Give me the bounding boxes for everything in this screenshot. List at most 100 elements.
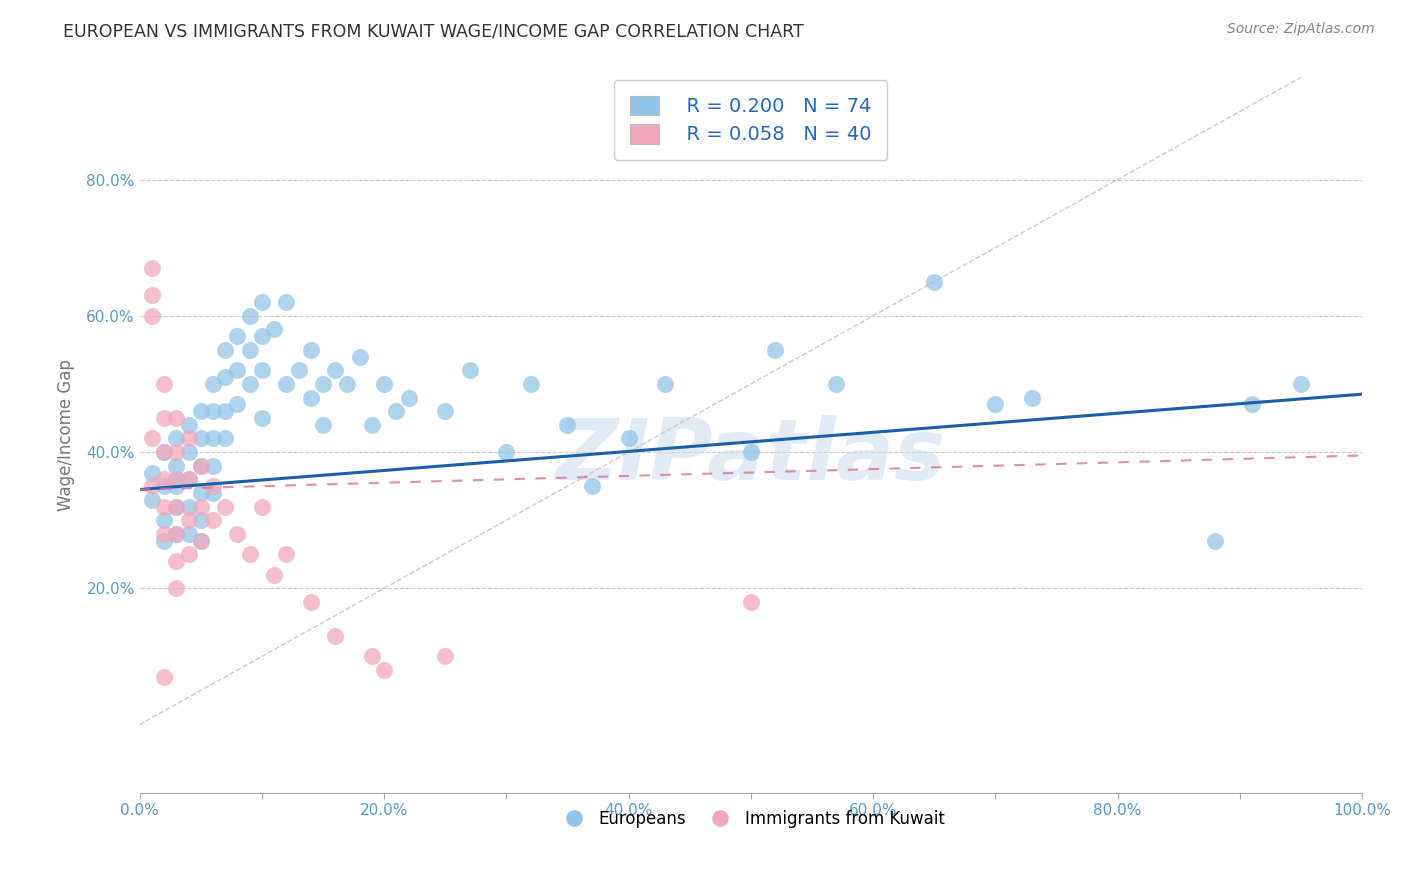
Point [214, 370, 236, 384]
Point [153, 411, 176, 425]
Point [557, 417, 579, 432]
Point [153, 472, 176, 486]
Point [165, 472, 187, 486]
Point [153, 445, 176, 459]
Point [177, 432, 200, 446]
Point [434, 649, 457, 664]
Point [141, 466, 163, 480]
Point [153, 479, 176, 493]
Text: ZIPatlas: ZIPatlas [555, 415, 946, 498]
Point [617, 432, 640, 446]
Point [1204, 533, 1226, 548]
Point [1021, 391, 1043, 405]
Point [190, 458, 212, 473]
Point [153, 526, 176, 541]
Text: EUROPEAN VS IMMIGRANTS FROM KUWAIT WAGE/INCOME GAP CORRELATION CHART: EUROPEAN VS IMMIGRANTS FROM KUWAIT WAGE/… [63, 22, 804, 40]
Point [177, 526, 200, 541]
Legend: Europeans, Immigrants from Kuwait: Europeans, Immigrants from Kuwait [550, 803, 952, 834]
Point [1240, 397, 1263, 411]
Point [349, 350, 371, 364]
Point [312, 376, 335, 391]
Point [740, 595, 762, 609]
Point [165, 500, 187, 514]
Point [165, 458, 187, 473]
Point [361, 417, 384, 432]
Point [153, 513, 176, 527]
Point [165, 479, 187, 493]
Point [299, 595, 322, 609]
Point [336, 376, 359, 391]
Point [141, 479, 163, 493]
Point [153, 445, 176, 459]
Point [190, 500, 212, 514]
Point [385, 404, 408, 418]
Point [1289, 376, 1312, 391]
Point [190, 458, 212, 473]
Point [239, 343, 262, 357]
Point [190, 513, 212, 527]
Point [239, 309, 262, 323]
Point [654, 376, 676, 391]
Y-axis label: Wage/Income Gap: Wage/Income Gap [58, 359, 75, 511]
Point [323, 363, 346, 377]
Point [141, 261, 163, 276]
Point [201, 486, 224, 500]
Point [263, 567, 285, 582]
Point [214, 432, 236, 446]
Point [299, 391, 322, 405]
Point [239, 547, 262, 561]
Point [153, 376, 176, 391]
Point [165, 554, 187, 568]
Point [165, 472, 187, 486]
Point [922, 275, 945, 289]
Point [581, 479, 603, 493]
Point [250, 329, 273, 343]
Point [177, 500, 200, 514]
Point [361, 649, 384, 664]
Point [165, 582, 187, 596]
Point [153, 533, 176, 548]
Point [153, 670, 176, 684]
Point [520, 376, 543, 391]
Point [201, 458, 224, 473]
Point [201, 376, 224, 391]
Point [177, 547, 200, 561]
Point [373, 376, 395, 391]
Point [373, 663, 395, 677]
Point [398, 391, 420, 405]
Point [250, 500, 273, 514]
Point [201, 404, 224, 418]
Point [239, 376, 262, 391]
Point [177, 445, 200, 459]
Point [141, 492, 163, 507]
Point [190, 486, 212, 500]
Point [141, 288, 163, 302]
Point [190, 432, 212, 446]
Point [458, 363, 481, 377]
Point [276, 376, 298, 391]
Point [312, 417, 335, 432]
Point [276, 547, 298, 561]
Point [165, 500, 187, 514]
Point [141, 309, 163, 323]
Point [165, 526, 187, 541]
Point [177, 513, 200, 527]
Point [825, 376, 848, 391]
Point [141, 432, 163, 446]
Point [250, 295, 273, 310]
Point [153, 500, 176, 514]
Point [276, 295, 298, 310]
Point [201, 432, 224, 446]
Point [226, 526, 249, 541]
Point [434, 404, 457, 418]
Point [214, 404, 236, 418]
Point [226, 329, 249, 343]
Point [263, 322, 285, 336]
Point [201, 479, 224, 493]
Point [287, 363, 309, 377]
Point [165, 411, 187, 425]
Point [214, 500, 236, 514]
Point [250, 363, 273, 377]
Point [226, 397, 249, 411]
Point [190, 404, 212, 418]
